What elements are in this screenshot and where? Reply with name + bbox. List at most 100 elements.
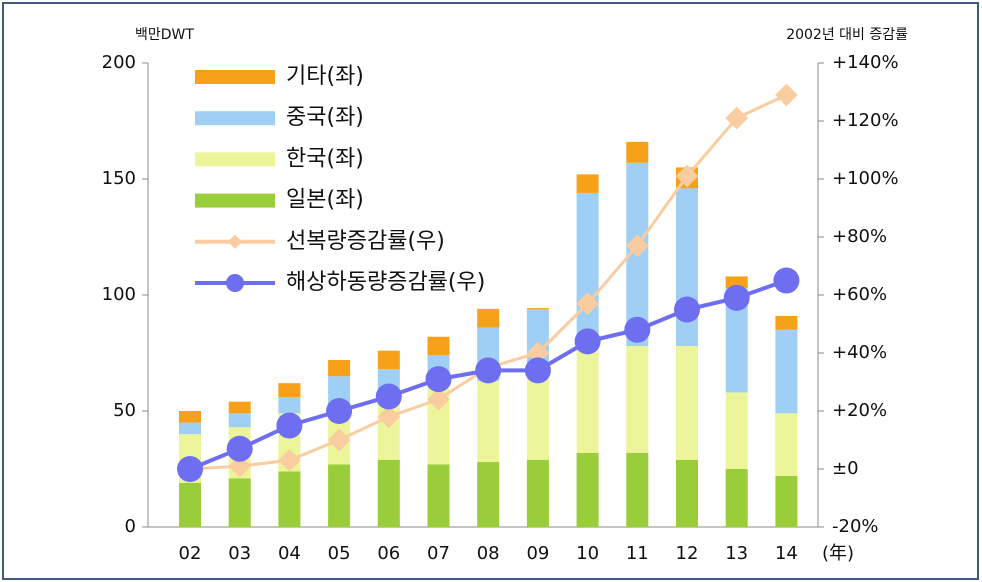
bar-segment: [427, 464, 450, 527]
bar-segment: [228, 413, 251, 428]
bar-segment: [477, 462, 500, 527]
x-tick-label: 14: [775, 543, 798, 564]
y2-tick-label: +40%: [832, 342, 887, 363]
bar-segment: [576, 174, 599, 193]
bar-segment: [228, 401, 251, 414]
bar-segment: [526, 459, 549, 527]
bar-segment: [775, 315, 798, 330]
bar-segment: [377, 459, 400, 527]
bar-segment: [576, 452, 599, 527]
bar-segment: [725, 469, 748, 527]
legend-label: 선복량증감률(우): [286, 229, 445, 254]
y2-tick-label: +120%: [832, 110, 899, 131]
bar-segment: [328, 464, 351, 527]
marker: [526, 341, 550, 365]
bar-segment: [477, 380, 500, 463]
bar-segment: [278, 397, 301, 414]
legend-swatch: [195, 193, 275, 208]
x-tick-label: 03: [228, 543, 251, 564]
legend-swatch: [195, 111, 275, 126]
marker: [624, 316, 651, 343]
legend-marker: [226, 274, 244, 292]
bar-segment: [725, 288, 748, 393]
legend-label: 일본(좌): [286, 188, 364, 213]
marker: [276, 412, 303, 439]
bar-segment: [278, 383, 301, 398]
bar-segment: [427, 336, 450, 356]
marker: [226, 435, 253, 462]
y2-tick-label: +20%: [832, 400, 887, 421]
marker: [576, 292, 599, 316]
x-tick-label: 04: [278, 543, 301, 564]
marker: [177, 456, 203, 482]
bar-segment: [775, 413, 798, 476]
bar-segment: [576, 341, 599, 453]
y-tick-label: 200: [102, 52, 136, 73]
x-unit: (年): [822, 543, 854, 564]
bar-segment: [725, 392, 748, 469]
bar-segment: [626, 452, 649, 527]
x-tick-label: 12: [676, 543, 699, 564]
marker: [425, 366, 452, 393]
bar-segment: [328, 359, 351, 377]
marker: [674, 296, 700, 323]
marker: [574, 328, 601, 355]
bar-segment: [328, 376, 351, 407]
y-tick-label: 0: [125, 516, 136, 537]
bar-segment: [179, 422, 201, 435]
y2-tick-label: -20%: [832, 516, 879, 537]
bar-segment: [278, 471, 301, 527]
bar-segment: [676, 459, 698, 527]
legend-swatch: [195, 70, 275, 84]
bar-segment: [775, 329, 798, 414]
y-tick-label: 150: [102, 168, 136, 189]
x-tick-label: 06: [377, 543, 400, 564]
bar-segment: [576, 192, 599, 342]
bar-segment: [526, 369, 549, 460]
x-tick-label: 05: [328, 543, 351, 564]
y2-tick-label: +60%: [832, 284, 887, 305]
y2-tick-label: ±0: [832, 458, 859, 479]
y-tick-label: 50: [113, 400, 136, 421]
x-tick-label: 09: [526, 543, 549, 564]
marker: [375, 383, 402, 410]
x-tick-label: 07: [427, 543, 450, 564]
marker: [723, 284, 750, 311]
x-tick-label: 02: [179, 543, 202, 564]
bar-segment: [676, 346, 698, 460]
marker: [377, 405, 401, 429]
y2-tick-label: +140%: [832, 52, 899, 73]
legend-label: 한국(좌): [286, 146, 364, 171]
right-unit: 2002년 대비 증감률: [786, 27, 908, 43]
bar-segment: [179, 482, 201, 527]
x-tick-label: 08: [477, 543, 500, 564]
legend-swatch: [195, 152, 275, 167]
bar-segment: [725, 276, 748, 289]
marker: [524, 357, 551, 384]
bar-segment: [626, 346, 649, 453]
marker: [775, 83, 798, 107]
marker: [773, 267, 800, 294]
marker: [475, 357, 502, 384]
bar-segment: [775, 475, 798, 527]
legend-label: 해상하동량증감률(우): [286, 270, 485, 295]
y2-tick-label: +80%: [832, 226, 887, 247]
marker: [326, 398, 353, 424]
y-tick-label: 100: [102, 284, 136, 305]
left-unit: 백만DWT: [135, 27, 194, 43]
bar-segment: [477, 308, 500, 328]
marker: [278, 448, 301, 472]
bar-segment: [179, 411, 201, 423]
marker: [725, 106, 749, 130]
legend-label: 중국(좌): [286, 105, 364, 130]
marker: [327, 428, 351, 452]
marker: [427, 388, 450, 411]
bar-segment: [377, 350, 400, 370]
bar-segment: [228, 478, 251, 527]
x-tick-label: 11: [626, 543, 649, 564]
legend-label: 기타(좌): [286, 64, 364, 89]
y2-tick-label: +100%: [832, 168, 899, 189]
x-tick-label: 13: [725, 543, 748, 564]
bar-segment: [626, 141, 649, 163]
